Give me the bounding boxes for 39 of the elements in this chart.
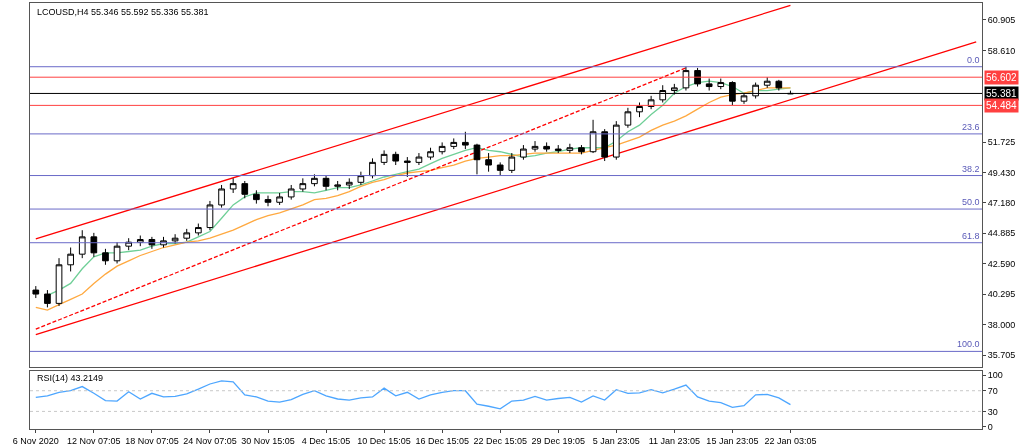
x-tick-label: 10 Dec 15:05	[357, 435, 411, 446]
y-tick-label: 70	[987, 385, 998, 396]
y-tick-label: 100	[987, 370, 1003, 381]
y-tick-label: 35.705	[987, 350, 1016, 361]
annotation: 61.8	[962, 231, 980, 241]
y-tick-label: 47.180	[987, 197, 1016, 208]
y-tick-label: 38.000	[987, 319, 1016, 330]
annotation: 50.0	[962, 197, 980, 207]
x-tick-label: 11 Jan 23:05	[648, 435, 701, 446]
ref-line-label: 54.484	[986, 100, 1018, 111]
x-tick-label: 6 Nov 2020	[12, 435, 59, 446]
chart-title: RSI(14) 43.2149	[37, 373, 104, 383]
y-tick-label: 42.590	[987, 258, 1016, 269]
annotation: 23.6	[962, 122, 980, 132]
ref-line-label: 55.381	[986, 88, 1018, 99]
y-tick-label: 44.885	[987, 228, 1016, 239]
x-tick-label: 18 Nov 07:05	[125, 435, 179, 446]
x-tick-label: 12 Nov 07:05	[67, 435, 121, 446]
x-tick-label: 22 Dec 15:05	[473, 435, 527, 446]
x-tick-label: 5 Jan 23:05	[592, 435, 640, 446]
y-tick-label: 60.905	[987, 15, 1016, 26]
x-tick-label: 16 Dec 15:05	[415, 435, 469, 446]
y-tick-label: 40.295	[987, 289, 1016, 300]
x-tick-label: 4 Dec 15:05	[301, 435, 351, 446]
x-tick-label: 15 Jan 23:05	[706, 435, 759, 446]
x-tick-label: 30 Nov 15:05	[241, 435, 295, 446]
y-tick-label: 51.725	[987, 137, 1016, 148]
y-tick-label: 30	[987, 406, 998, 417]
x-tick-label: 22 Jan 03:05	[764, 435, 817, 446]
x-tick-label: 24 Nov 07:05	[183, 435, 237, 446]
annotation: 100.0	[957, 339, 980, 349]
y-tick-label: 49.430	[987, 167, 1016, 178]
ref-line-label: 56.602	[986, 72, 1018, 83]
y-tick-label: 0	[987, 422, 993, 433]
x-tick-label: 29 Dec 19:05	[531, 435, 586, 446]
text: LCOUSD,H4 55.346 55.592 55.336 55.381	[37, 7, 209, 17]
annotation: 0.0	[967, 55, 980, 65]
annotation: 38.2	[962, 164, 980, 174]
y-tick-label: 58.610	[987, 45, 1016, 56]
